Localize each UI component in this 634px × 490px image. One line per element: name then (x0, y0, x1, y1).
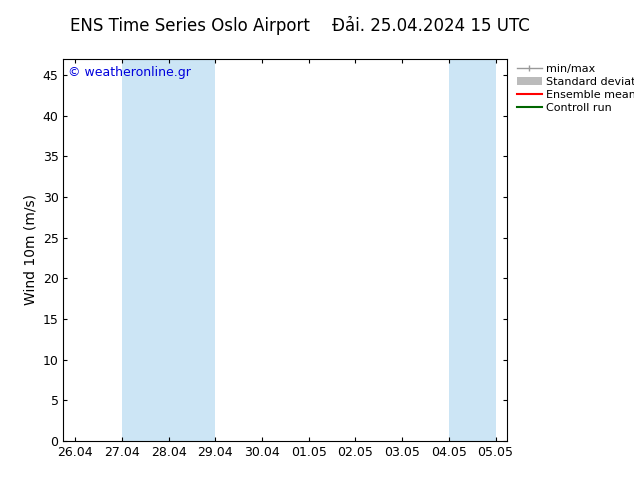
Text: © weatheronline.gr: © weatheronline.gr (68, 67, 191, 79)
Text: Đải. 25.04.2024 15 UTC: Đải. 25.04.2024 15 UTC (332, 17, 530, 35)
Y-axis label: Wind 10m (m/s): Wind 10m (m/s) (23, 195, 37, 305)
Text: ENS Time Series Oslo Airport: ENS Time Series Oslo Airport (70, 17, 310, 35)
Bar (449, 59, 496, 441)
Bar (122, 59, 215, 441)
Legend: min/max, Standard deviation, Ensemble mean run, Controll run: min/max, Standard deviation, Ensemble me… (517, 64, 634, 113)
